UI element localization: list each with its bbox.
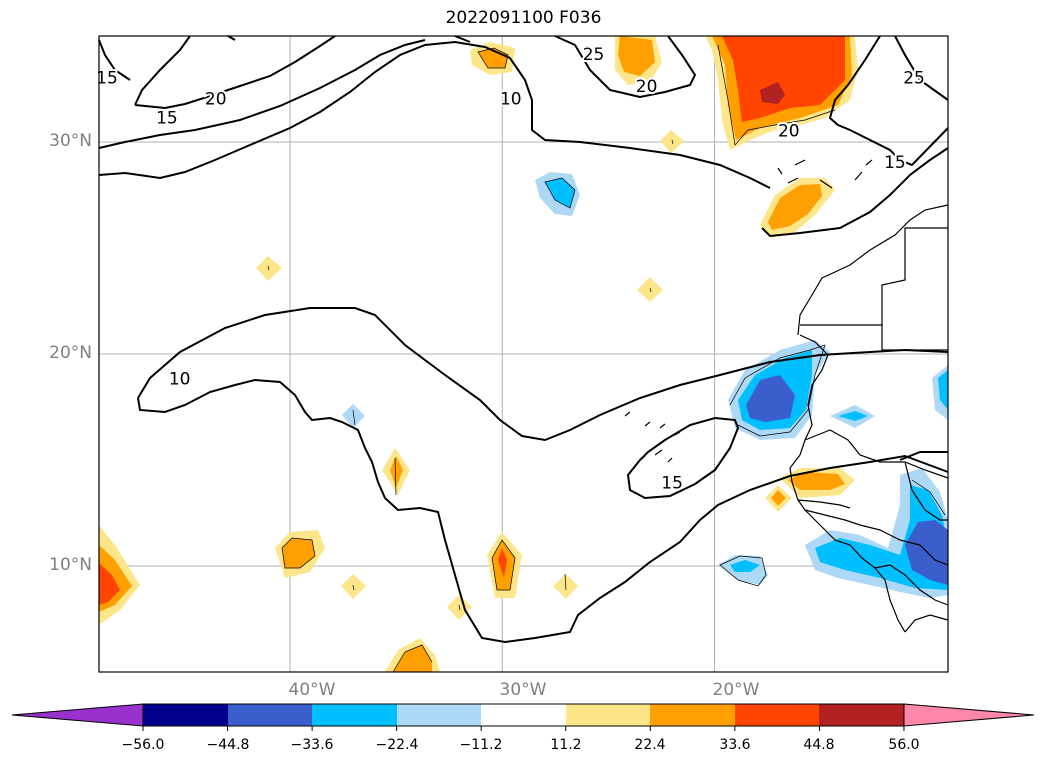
- cold-blob-guinea-royal: [905, 520, 948, 585]
- warm-blob-bottom-orange: [393, 645, 432, 672]
- lat-label-20n: 20°N: [49, 343, 92, 363]
- coastline-senegal-guinea: [789, 454, 906, 633]
- lon-label-40w: 40°W: [288, 680, 336, 700]
- cold-spot-canary-west-sky: [545, 178, 575, 208]
- warm-blob-west-edge-red: [99, 563, 120, 605]
- warm-spot-top-1-orange: [618, 36, 655, 76]
- contour-label-5: 20: [636, 77, 658, 97]
- cold-spot-small-east-sky: [838, 411, 868, 421]
- warm-spot-small-a: [660, 130, 684, 153]
- warm-blob-northeast-red: [722, 36, 845, 122]
- warm-blob-atlantic-c-red: [498, 548, 507, 578]
- contour-label-9: 10: [169, 369, 191, 389]
- border-gambia: [797, 499, 851, 509]
- contour-15-cape-verde: [626, 416, 740, 500]
- contour-label-1: 20: [205, 90, 227, 110]
- coastline-iberia-morocco: [797, 204, 949, 336]
- warm-spot-small-c: [637, 277, 663, 302]
- coastline-madeira-canaries: [777, 159, 873, 189]
- border-liberia: [904, 614, 949, 633]
- cold-spot-southeast-sky: [730, 560, 760, 572]
- colorbar-bin-2: [228, 704, 312, 726]
- colorbar-label-5: −11.2: [459, 737, 503, 753]
- contour-10-northwest: [98, 40, 771, 189]
- contour-label-4: 25: [583, 45, 605, 65]
- contour-15-top-left: [98, 39, 131, 81]
- warm-blob-northeast-darkred: [760, 82, 785, 104]
- border-guinea: [859, 524, 949, 566]
- border-senegal: [804, 429, 949, 479]
- colorbar-bin-4: [397, 704, 481, 726]
- contour-label-10: 15: [661, 473, 683, 493]
- lat-label-10n: 10°N: [49, 555, 92, 575]
- contour-lines: [98, 35, 949, 644]
- coastline-western-sahara: [799, 334, 829, 456]
- colorbar-label-7: 22.4: [634, 737, 666, 753]
- contour-label-3: 10: [500, 90, 522, 110]
- contour-15-northwest: [98, 39, 426, 149]
- colorbar-bin-5: [481, 704, 566, 726]
- colorbar-label-9: 44.8: [803, 737, 835, 753]
- contour-20-north-central: [227, 35, 697, 99]
- lon-label-30w: 30°W: [499, 680, 547, 700]
- lon-label-20w: 20°W: [712, 680, 760, 700]
- colorbar: [11, 703, 1035, 731]
- map-title: 2022091100 F036: [445, 8, 602, 28]
- shaded-fields: [99, 36, 948, 672]
- warm-spot-gambia-orange: [771, 490, 786, 506]
- warm-blob-canary-orange: [768, 184, 822, 230]
- lat-label-30n: 30°N: [49, 131, 92, 151]
- colorbar-label-1: −56.0: [121, 737, 165, 753]
- border-mali-east: [904, 461, 948, 521]
- colorbar-label-3: −33.6: [290, 737, 334, 753]
- contour-label-7: 20: [778, 121, 800, 141]
- shade-outlines: [267, 44, 946, 673]
- border-guinea-bissau: [804, 509, 861, 526]
- contour-25-northeast: [828, 35, 949, 167]
- plot-frame: [98, 35, 949, 673]
- colorbar-bin-7: [650, 704, 735, 726]
- warm-blob-senegal-orange: [788, 472, 845, 490]
- colorbar-bin-6: [566, 704, 650, 726]
- colorbar-label-8: 33.6: [719, 737, 751, 753]
- contour-15-northeast: [761, 147, 949, 238]
- warm-spot-small-b: [256, 256, 282, 281]
- contour-20-northwest: [134, 35, 336, 110]
- colorbar-bin-9: [819, 704, 904, 726]
- contour-10-central: [137, 378, 949, 644]
- border-morocco-mauritania: [800, 227, 948, 326]
- colorbar-label-2: −44.8: [206, 737, 250, 753]
- colorbar-label-6: 11.2: [550, 737, 582, 753]
- colorbar-ticks: [142, 726, 905, 731]
- colorbar-label-4: −22.4: [375, 737, 419, 753]
- cold-blob-senegal-offshore-royal: [746, 375, 795, 422]
- contour-label-8: 15: [884, 153, 906, 173]
- cold-spot-east-edge-sky: [938, 370, 948, 410]
- contour-10-upper: [137, 307, 949, 442]
- warm-blob-atlantic-a-orange: [282, 538, 315, 568]
- border-sierra-leone: [874, 564, 949, 606]
- colorbar-bin-1: [143, 704, 228, 726]
- contour-10-south-east: [899, 451, 948, 461]
- colorbar-extend-high: [903, 703, 1035, 727]
- coastlines: [624, 159, 949, 633]
- warm-blob-atlantic-b-orange: [390, 456, 403, 488]
- contour-label-2: 15: [156, 109, 178, 129]
- colorbar-frame: [142, 703, 905, 727]
- colorbar-bin-3: [312, 704, 397, 726]
- colorbar-label-10: 56.0: [888, 737, 920, 753]
- contour-label-6: 25: [903, 68, 925, 88]
- colorbar-bin-8: [735, 704, 819, 726]
- colorbar-extend-low: [11, 703, 144, 727]
